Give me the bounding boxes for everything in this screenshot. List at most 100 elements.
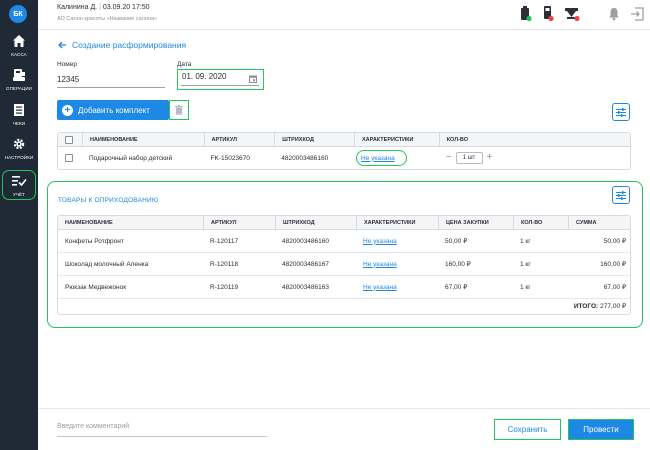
- row-qty: 1 кг: [520, 260, 531, 268]
- sidebar-item-label: НАСТРОЙКИ: [4, 155, 34, 160]
- plus-circle-icon: +: [62, 104, 73, 116]
- sidebar-item-settings[interactable]: НАСТРОЙКИ: [0, 136, 38, 172]
- goods-table: НАИМЕНОВАНИЕ АРТИКУЛ ШТРИХКОД ХАРАКТЕРИС…: [57, 215, 631, 315]
- sidebar-item-label: КАССА: [11, 52, 27, 57]
- row-barcode: 4820003486160: [281, 154, 329, 162]
- logout-icon[interactable]: [630, 7, 644, 21]
- date-value: 01. 09. 2020: [182, 72, 227, 81]
- col-qty: КОЛ-ВО: [513, 216, 568, 229]
- goods-columns-settings-button[interactable]: [612, 186, 630, 204]
- goods-panel-highlight: [47, 181, 643, 328]
- total-value: 277,00 ₽: [600, 303, 626, 310]
- quantity-input[interactable]: 1 шт: [455, 152, 483, 164]
- trash-icon: [175, 105, 183, 115]
- row-sum: 67,00 ₽: [603, 284, 626, 291]
- col-barcode: ШТРИХКОД: [274, 133, 354, 146]
- receipt-icon: [14, 104, 24, 116]
- kits-columns-settings-button[interactable]: [612, 103, 630, 121]
- col-price: ЦЕНА ЗАКУПКИ: [438, 216, 513, 229]
- back-link[interactable]: Создание расформирования: [58, 40, 186, 50]
- row-name: Конфеты Ротфронт: [65, 237, 124, 245]
- col-characteristics: ХАРАКТЕРИСТИКИ: [354, 133, 439, 146]
- col-barcode: ШТРИХКОД: [275, 216, 356, 229]
- table-row[interactable]: Шоколад молочный Аленка R-120118 4820003…: [58, 253, 630, 276]
- date-input[interactable]: 01. 09. 2020: [181, 72, 259, 86]
- characteristics-highlight: [356, 150, 407, 166]
- sidebar-item-accounting[interactable]: УЧЁТ: [0, 173, 38, 209]
- date-field-highlight: 01. 09. 2020: [177, 69, 264, 90]
- col-sum: СУММА: [568, 216, 630, 229]
- calendar-icon[interactable]: [249, 75, 257, 83]
- cashbox-icon: [13, 69, 25, 81]
- top-icons: [520, 6, 644, 22]
- row-qty: 1 кг: [520, 283, 531, 291]
- sliders-icon: [616, 107, 626, 117]
- table-row[interactable]: Рюкзак Медвежонок R-120119 4820003486163…: [58, 276, 630, 299]
- plus-icon[interactable]: +: [486, 152, 493, 163]
- sidebar-item-kassa[interactable]: КАССА: [0, 33, 38, 69]
- row-article: R-120117: [210, 237, 239, 245]
- kits-table-header: НАИМЕНОВАНИЕ АРТИКУЛ ШТРИХКОД ХАРАКТЕРИС…: [58, 133, 630, 147]
- row-article: FK-15023670: [210, 154, 250, 162]
- row-sum: 160,00 ₽: [600, 261, 626, 268]
- user-name: Калинина Д.: [57, 4, 98, 11]
- add-kit-label: Добавить комплект: [78, 105, 150, 115]
- row-checkbox[interactable]: [65, 154, 73, 162]
- organization-name: АО Салон красоты «Название салона»: [57, 16, 158, 22]
- date-label: Дата: [177, 61, 192, 68]
- row-article: R-120119: [210, 283, 239, 291]
- page-title: Создание расформирования: [72, 40, 187, 50]
- col-characteristics: ХАРАКТЕРИСТИКИ: [356, 216, 438, 229]
- gear-icon: [13, 138, 25, 150]
- battery-status-icon[interactable]: [520, 6, 532, 22]
- logo-avatar[interactable]: БК: [9, 5, 27, 23]
- save-label: Сохранить: [507, 425, 548, 434]
- post-button[interactable]: Провести: [568, 419, 634, 440]
- add-kit-button[interactable]: + Добавить комплект: [57, 100, 169, 120]
- top-bar: Калинина Д. | 03.09.20 17:50 АО Салон кр…: [38, 0, 650, 30]
- row-name: Подарочный набор детский: [88, 154, 173, 162]
- characteristics-link[interactable]: Не указана: [363, 260, 397, 268]
- table-row[interactable]: Конфеты Ротфронт R-120117 4820003486160 …: [58, 230, 630, 253]
- current-datetime: 03.09.20 17:50: [102, 4, 150, 11]
- comment-input[interactable]: Введите комментарий: [57, 423, 267, 437]
- sidebar-item-label: ОПЕРАЦИИ: [5, 86, 33, 91]
- scanner-status-icon[interactable]: [542, 6, 554, 22]
- col-article: АРТИКУЛ: [203, 133, 275, 146]
- minus-icon[interactable]: −: [445, 152, 452, 163]
- row-barcode: 4820003486160: [282, 237, 329, 245]
- col-qty: КОЛ-ВО: [438, 133, 630, 146]
- row-name: Рюкзак Медвежонок: [65, 283, 127, 291]
- home-icon: [13, 35, 25, 47]
- col-name: НАИМЕНОВАНИЕ: [65, 219, 113, 226]
- user-info: Калинина Д. | 03.09.20 17:50: [57, 4, 150, 11]
- characteristics-link[interactable]: Не указана: [363, 237, 397, 245]
- sidebar-item-receipts[interactable]: ЧЕКИ: [0, 102, 38, 138]
- arrow-left-icon: [58, 41, 66, 49]
- goods-table-header: НАИМЕНОВАНИЕ АРТИКУЛ ШТРИХКОД ХАРАКТЕРИС…: [58, 216, 630, 230]
- goods-section-title: ТОВАРЫ К ОПРИХОДОВАНИЮ: [58, 197, 159, 204]
- sidebar-item-label: ЧЕКИ: [12, 121, 26, 126]
- row-qty: 1 кг: [520, 237, 531, 245]
- select-all-checkbox[interactable]: [65, 135, 73, 144]
- row-barcode: 4820003486163: [282, 283, 329, 291]
- row-article: R-120118: [210, 260, 239, 268]
- table-row[interactable]: Подарочный набор детский FK-15023670 482…: [58, 147, 630, 169]
- notification-bell-icon[interactable]: [608, 7, 620, 21]
- row-price: 67,00 ₽: [445, 284, 468, 291]
- sliders-icon: [616, 190, 626, 200]
- printer-status-icon[interactable]: [564, 6, 580, 22]
- inventory-icon: [12, 176, 27, 187]
- sidebar-item-operations[interactable]: ОПЕРАЦИИ: [0, 67, 38, 103]
- number-label: Номер: [57, 61, 78, 68]
- characteristics-link[interactable]: Не указана: [360, 154, 395, 162]
- characteristics-link[interactable]: Не указана: [363, 283, 397, 291]
- save-button[interactable]: Сохранить: [494, 419, 561, 440]
- delete-button[interactable]: [169, 100, 189, 120]
- row-name: Шоколад молочный Аленка: [65, 260, 149, 268]
- col-article: АРТИКУЛ: [203, 216, 275, 229]
- total-label: ИТОГО:: [573, 302, 599, 310]
- row-price: 160,00 ₽: [445, 261, 471, 268]
- row-price: 50,00 ₽: [445, 238, 468, 245]
- number-input[interactable]: 12345: [57, 72, 165, 88]
